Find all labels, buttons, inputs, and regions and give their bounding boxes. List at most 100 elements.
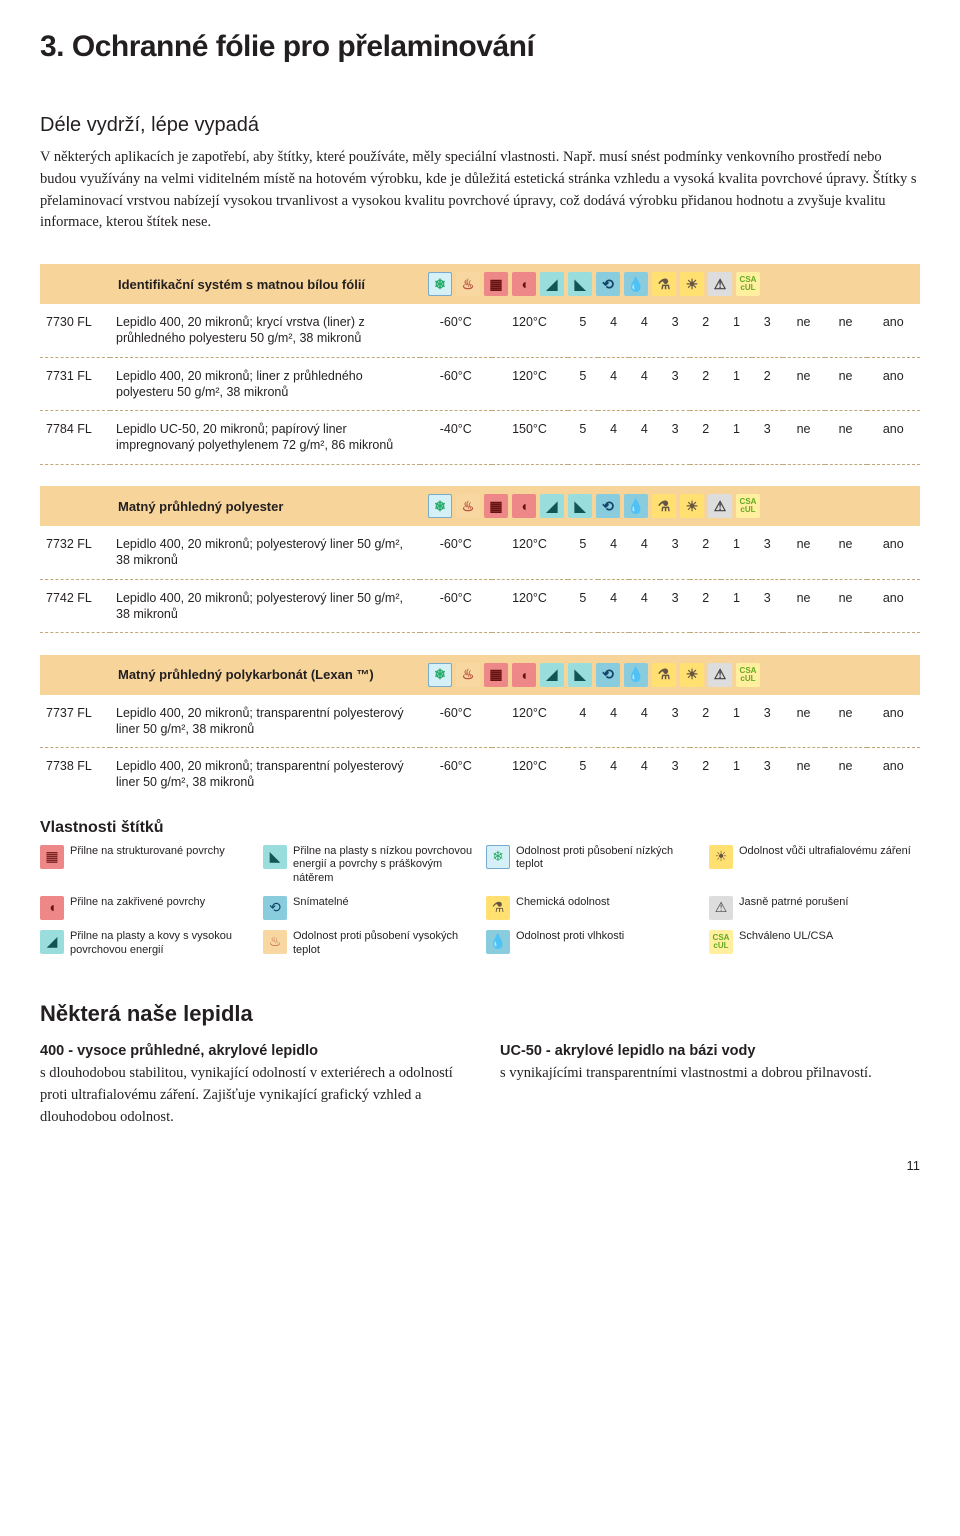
product-value: 4 bbox=[629, 526, 660, 579]
product-value: 1 bbox=[721, 579, 752, 633]
hse-icon: ◢ bbox=[540, 272, 564, 296]
moisture-icon: 💧 bbox=[624, 663, 648, 687]
group-header-blank bbox=[40, 486, 110, 526]
table-row: 7738 FLLepidlo 400, 20 mikronů; transpar… bbox=[40, 748, 920, 801]
curved-icon: ◖ bbox=[40, 896, 64, 920]
product-value: 4 bbox=[629, 411, 660, 465]
product-value: 2 bbox=[690, 526, 721, 579]
adhesives-section: Některá naše lepidla 400 - vysoce průhle… bbox=[40, 1001, 920, 1128]
adhesive-right-body: s vynikajícími transparentními vlastnost… bbox=[500, 1065, 872, 1081]
product-value: 4 bbox=[598, 357, 629, 411]
temp-lo-icon: ❄ bbox=[428, 272, 452, 296]
product-value: 3 bbox=[752, 526, 783, 579]
legend-text: Odolnost proti působení vysokých teplot bbox=[293, 930, 474, 958]
product-value: 2 bbox=[690, 579, 721, 633]
temp-hi-icon: ♨ bbox=[456, 272, 480, 296]
product-desc: Lepidlo 400, 20 mikronů; transparentní p… bbox=[110, 695, 420, 748]
product-value: 4 bbox=[568, 695, 599, 748]
legend-text: Odolnost vůči ultrafialovému záření bbox=[739, 845, 911, 859]
ul-csa-icon: CSA cUL bbox=[736, 494, 760, 518]
product-value: ne bbox=[825, 357, 867, 411]
product-desc: Lepidlo 400, 20 mikronů; krycí vrstva (l… bbox=[110, 304, 420, 357]
table-row: 7730 FLLepidlo 400, 20 mikronů; krycí vr… bbox=[40, 304, 920, 357]
tamper-icon: ⚠ bbox=[709, 896, 733, 920]
product-id: 7737 FL bbox=[40, 695, 110, 748]
product-value: ano bbox=[867, 748, 920, 801]
product-value: ano bbox=[867, 411, 920, 465]
legend-text: Přilne na zakřivené povrchy bbox=[70, 896, 205, 910]
product-id: 7742 FL bbox=[40, 579, 110, 633]
adhesives-title: Některá naše lepidla bbox=[40, 1001, 920, 1027]
product-value: 2 bbox=[690, 411, 721, 465]
product-value: 3 bbox=[660, 526, 691, 579]
legend-text: Snímatelné bbox=[293, 896, 349, 910]
structured-icon: ▦ bbox=[40, 845, 64, 869]
product-value: ne bbox=[783, 304, 825, 357]
group-header-blank bbox=[40, 655, 110, 695]
product-value: 5 bbox=[568, 304, 599, 357]
product-value: 120°C bbox=[492, 695, 568, 748]
product-value: -40°C bbox=[420, 411, 492, 465]
uv-icon: ☀ bbox=[709, 845, 733, 869]
product-value: 3 bbox=[660, 411, 691, 465]
legend-item: ⚠Jasně patrné porušení bbox=[709, 896, 920, 920]
group-header-icons: ❄♨▦◖◢◣⟲💧⚗☀⚠CSA cUL bbox=[420, 264, 920, 304]
legend-grid: ▦Přilne na strukturované povrchy◣Přilne … bbox=[40, 845, 920, 958]
product-value: ano bbox=[867, 304, 920, 357]
legend-item: ◣Přilne na plasty s nízkou povrchovou en… bbox=[263, 845, 474, 886]
product-value: 3 bbox=[660, 748, 691, 801]
curved-icon: ◖ bbox=[512, 663, 536, 687]
product-value: 120°C bbox=[492, 304, 568, 357]
legend-text: Odolnost proti působení nízkých teplot bbox=[516, 845, 697, 873]
product-value: 1 bbox=[721, 411, 752, 465]
product-value: ne bbox=[783, 357, 825, 411]
product-value: -60°C bbox=[420, 579, 492, 633]
product-id: 7730 FL bbox=[40, 304, 110, 357]
tamper-icon: ⚠ bbox=[708, 663, 732, 687]
removable-icon: ⟲ bbox=[596, 663, 620, 687]
ul-csa-icon: CSA cUL bbox=[736, 663, 760, 687]
product-value: -60°C bbox=[420, 695, 492, 748]
legend-item: CSA cULSchváleno UL/CSA bbox=[709, 930, 920, 958]
removable-icon: ⟲ bbox=[596, 494, 620, 518]
uv-icon: ☀ bbox=[680, 494, 704, 518]
structured-icon: ▦ bbox=[484, 663, 508, 687]
product-desc: Lepidlo 400, 20 mikronů; liner z průhled… bbox=[110, 357, 420, 411]
ul-csa-icon: CSA cUL bbox=[736, 272, 760, 296]
structured-icon: ▦ bbox=[484, 272, 508, 296]
uv-icon: ☀ bbox=[680, 663, 704, 687]
legend-item: ♨Odolnost proti působení vysokých teplot bbox=[263, 930, 474, 958]
product-desc: Lepidlo 400, 20 mikronů; polyesterový li… bbox=[110, 579, 420, 633]
product-value: 3 bbox=[660, 304, 691, 357]
product-value: 2 bbox=[752, 357, 783, 411]
product-value: 4 bbox=[629, 304, 660, 357]
product-value: 3 bbox=[752, 748, 783, 801]
ul-csa-icon: CSA cUL bbox=[709, 930, 733, 954]
product-value: 5 bbox=[568, 579, 599, 633]
product-value: 1 bbox=[721, 695, 752, 748]
adhesive-left: 400 - vysoce průhledné, akrylové lepidlo… bbox=[40, 1041, 460, 1128]
product-value: 4 bbox=[598, 748, 629, 801]
product-value: ano bbox=[867, 695, 920, 748]
moisture-icon: 💧 bbox=[624, 494, 648, 518]
legend-item: 💧Odolnost proti vlhkosti bbox=[486, 930, 697, 958]
legend-item: ⚗ Chemická odolnost bbox=[486, 896, 697, 920]
table-row: 7737 FLLepidlo 400, 20 mikronů; transpar… bbox=[40, 695, 920, 748]
product-value: ne bbox=[825, 579, 867, 633]
product-value: 4 bbox=[629, 748, 660, 801]
product-value: 4 bbox=[629, 695, 660, 748]
adhesive-right: UC-50 - akrylové lepidlo na bázi vody s … bbox=[500, 1041, 920, 1128]
product-value: 1 bbox=[721, 748, 752, 801]
chemical-icon: ⚗ bbox=[486, 896, 510, 920]
legend-text: Chemická odolnost bbox=[516, 896, 610, 910]
legend-text: Přilne na plasty s nízkou povrchovou ene… bbox=[293, 845, 474, 886]
table-row: 7784 FLLepidlo UC-50, 20 mikronů; papíro… bbox=[40, 411, 920, 465]
product-value: 120°C bbox=[492, 526, 568, 579]
legend-title: Vlastnosti štítků bbox=[40, 819, 920, 837]
legend-item: ❄Odolnost proti působení nízkých teplot bbox=[486, 845, 697, 886]
product-value: -60°C bbox=[420, 357, 492, 411]
lse-icon: ◣ bbox=[568, 663, 592, 687]
product-value: ne bbox=[783, 748, 825, 801]
product-desc: Lepidlo 400, 20 mikronů; transparentní p… bbox=[110, 748, 420, 801]
hse-icon: ◢ bbox=[540, 663, 564, 687]
